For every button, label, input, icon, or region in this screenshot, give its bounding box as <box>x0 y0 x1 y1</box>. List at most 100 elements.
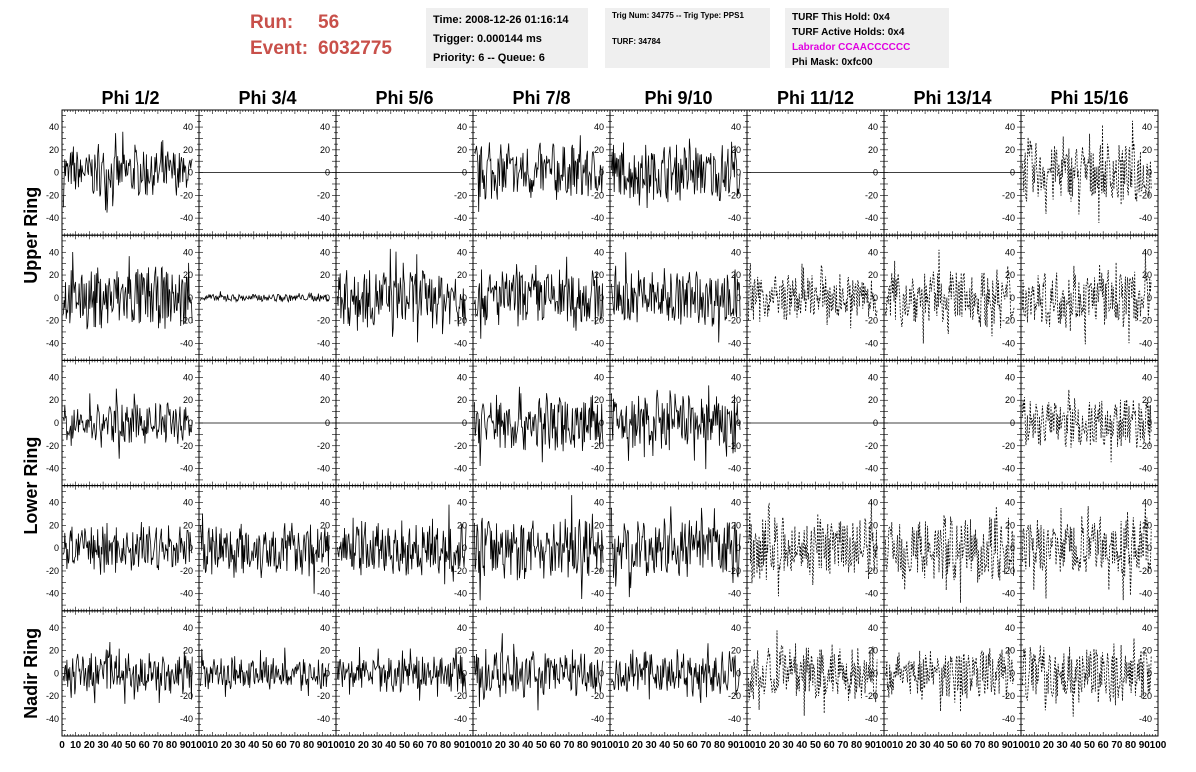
time-text: Time: 2008-12-26 01:16:14 <box>433 14 569 26</box>
y-tick-label-left: -40 <box>46 338 59 348</box>
y-tick-label: 20 <box>731 520 741 530</box>
y-tick-label: 20 <box>183 145 193 155</box>
y-tick-label: 20 <box>1005 145 1015 155</box>
y-tick-label: 20 <box>594 395 604 405</box>
y-tick-label: -20 <box>454 316 467 326</box>
y-tick-label: 40 <box>594 372 604 382</box>
y-tick-label: -20 <box>728 566 741 576</box>
y-tick-label: -40 <box>728 338 741 348</box>
y-tick-label: 40 <box>320 498 330 508</box>
y-tick-label: -40 <box>180 213 193 223</box>
y-tick-label: 40 <box>868 247 878 257</box>
y-tick-label: -40 <box>1002 589 1015 599</box>
panel-frame <box>609 485 748 612</box>
y-tick-label: 20 <box>868 395 878 405</box>
y-tick-label: -40 <box>454 464 467 474</box>
waveform-trace <box>200 291 330 304</box>
y-tick-label: 40 <box>868 498 878 508</box>
y-tick-label-left: -40 <box>46 589 59 599</box>
y-tick-label: 40 <box>183 372 193 382</box>
y-tick-label: 20 <box>1142 270 1152 280</box>
waveform-trace <box>1022 389 1152 463</box>
y-tick-label: -40 <box>1002 338 1015 348</box>
y-tick-label-left: -40 <box>46 464 59 474</box>
y-tick-label: 20 <box>1005 395 1015 405</box>
y-tick-label: -40 <box>1139 213 1152 223</box>
y-tick-label: 20 <box>457 395 467 405</box>
y-tick-label: 40 <box>457 372 467 382</box>
y-tick-label: -20 <box>180 441 193 451</box>
y-tick-label: 0 <box>736 293 741 303</box>
y-tick-label: 40 <box>731 498 741 508</box>
y-tick-label: 40 <box>594 247 604 257</box>
y-tick-label-left: 40 <box>49 372 59 382</box>
y-tick-label: -20 <box>317 316 330 326</box>
waveform-trace <box>474 495 604 601</box>
turf-hold-box: TURF This Hold: 0x4 TURF Active Holds: 0… <box>785 8 949 68</box>
y-tick-label: -40 <box>591 213 604 223</box>
y-tick-label: 20 <box>320 520 330 530</box>
waveform-trace <box>611 252 741 343</box>
y-tick-label: 20 <box>183 520 193 530</box>
y-tick-label: -20 <box>1139 566 1152 576</box>
y-tick-label: -40 <box>180 464 193 474</box>
y-tick-label: 20 <box>457 270 467 280</box>
y-tick-label: -40 <box>728 589 741 599</box>
waveform-trace <box>885 506 1015 603</box>
y-tick-label: 20 <box>731 395 741 405</box>
row-label: Upper Ring <box>21 187 41 284</box>
y-tick-label-left: -20 <box>46 441 59 451</box>
y-tick-label: -20 <box>728 316 741 326</box>
y-tick-label: 0 <box>188 543 193 553</box>
y-tick-label: 20 <box>183 395 193 405</box>
y-tick-label: -20 <box>180 566 193 576</box>
y-tick-label: 40 <box>183 247 193 257</box>
column-title: Phi 3/4 <box>238 88 296 108</box>
y-tick-label: 0 <box>736 168 741 178</box>
y-tick-label: -20 <box>1002 316 1015 326</box>
y-tick-label: 40 <box>731 372 741 382</box>
y-tick-label: 20 <box>457 145 467 155</box>
column-title: Phi 5/6 <box>375 88 433 108</box>
y-tick-label-left: -40 <box>46 213 59 223</box>
row-label: Lower Ring <box>21 437 41 535</box>
y-tick-label: -40 <box>454 338 467 348</box>
y-tick-label: -20 <box>591 190 604 200</box>
y-tick-label: 40 <box>731 247 741 257</box>
y-tick-label: 40 <box>868 122 878 132</box>
y-tick-label: -20 <box>180 190 193 200</box>
y-tick-label: -40 <box>180 338 193 348</box>
y-tick-label: 20 <box>320 145 330 155</box>
y-tick-label: -40 <box>728 464 741 474</box>
y-tick-label: -20 <box>1002 566 1015 576</box>
panel-frame <box>883 234 1022 361</box>
y-tick-label: 40 <box>1142 498 1152 508</box>
y-tick-label-left: 20 <box>49 395 59 405</box>
y-tick-label: -20 <box>454 441 467 451</box>
y-tick-label: -40 <box>1139 589 1152 599</box>
y-tick-label: 0 <box>462 543 467 553</box>
turf-this-hold-text: TURF This Hold: 0x4 <box>792 12 890 23</box>
y-tick-label: -40 <box>317 589 330 599</box>
run-event-box: Run: 56 Event: 6032775 <box>250 10 392 62</box>
column-title: Phi 11/12 <box>777 88 854 108</box>
waveform-trace <box>63 521 193 575</box>
y-tick-label: 20 <box>868 145 878 155</box>
y-tick-label: -40 <box>180 589 193 599</box>
y-tick-label-left: 40 <box>49 122 59 132</box>
waveform-trace <box>748 263 878 329</box>
y-tick-label: -20 <box>865 190 878 200</box>
y-tick-label: -40 <box>591 464 604 474</box>
waveform-trace <box>474 135 604 212</box>
y-tick-label: -20 <box>317 441 330 451</box>
y-tick-label: 20 <box>183 270 193 280</box>
column-title: Phi 15/16 <box>1050 88 1128 108</box>
y-tick-label: -40 <box>865 338 878 348</box>
y-tick-label: 0 <box>1147 418 1152 428</box>
time-trigger-box: Time: 2008-12-26 01:16:14 Trigger: 0.000… <box>426 8 588 68</box>
y-tick-label: 40 <box>1142 247 1152 257</box>
y-tick-label: -40 <box>1002 464 1015 474</box>
y-tick-label: -20 <box>1139 441 1152 451</box>
y-tick-label: -20 <box>1002 441 1015 451</box>
